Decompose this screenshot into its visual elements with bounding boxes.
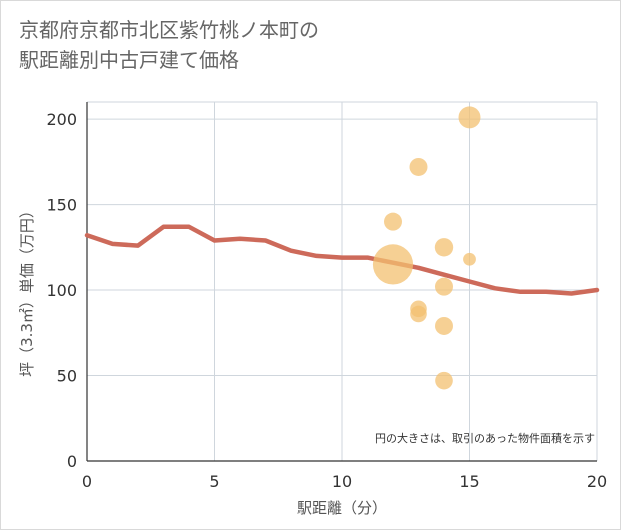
chart-title: 京都府京都市北区紫竹桃ノ本町の 駅距離別中古戸建て価格 bbox=[19, 15, 319, 75]
transaction-bubble bbox=[458, 106, 481, 129]
y-tick-label: 200 bbox=[46, 110, 77, 129]
x-tick-label: 5 bbox=[209, 472, 219, 491]
y-tick-label: 50 bbox=[57, 367, 77, 386]
x-tick-label: 10 bbox=[332, 472, 352, 491]
transaction-bubble bbox=[410, 305, 427, 323]
transaction-bubble bbox=[372, 244, 414, 285]
grid-lines bbox=[87, 101, 598, 461]
y-axis-label: 坪（3.3㎡）単価（万円） bbox=[18, 203, 36, 377]
y-tick-label: 150 bbox=[46, 196, 77, 215]
x-tick-label: 0 bbox=[82, 472, 92, 491]
x-axis-label: 駅距離（分） bbox=[297, 499, 387, 517]
chart-title-line1: 京都府京都市北区紫竹桃ノ本町の bbox=[19, 18, 319, 42]
transaction-bubble bbox=[384, 212, 402, 231]
transaction-bubble bbox=[434, 238, 454, 257]
transaction-bubble bbox=[435, 316, 453, 335]
transaction-bubble bbox=[409, 157, 428, 176]
transaction-bubble bbox=[463, 252, 476, 266]
y-tick-label: 0 bbox=[67, 452, 77, 471]
axes bbox=[86, 102, 597, 462]
transaction-bubble bbox=[435, 371, 453, 390]
y-tick-label: 100 bbox=[46, 281, 77, 300]
chart-title-line2: 駅距離別中古戸建て価格 bbox=[19, 48, 239, 72]
transaction-bubble bbox=[435, 277, 453, 296]
size-annotation: 円の大きさは、取引のあった物件面積を示す bbox=[375, 431, 595, 445]
price-line-layer bbox=[84, 224, 600, 296]
price-trend-line bbox=[84, 224, 600, 296]
x-tick-label: 15 bbox=[459, 472, 479, 491]
x-tick-label: 20 bbox=[587, 472, 607, 491]
transaction-bubbles bbox=[372, 106, 481, 390]
